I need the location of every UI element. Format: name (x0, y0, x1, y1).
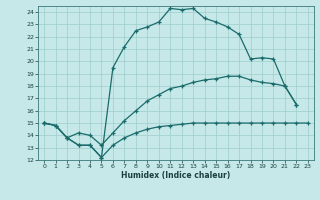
X-axis label: Humidex (Indice chaleur): Humidex (Indice chaleur) (121, 171, 231, 180)
